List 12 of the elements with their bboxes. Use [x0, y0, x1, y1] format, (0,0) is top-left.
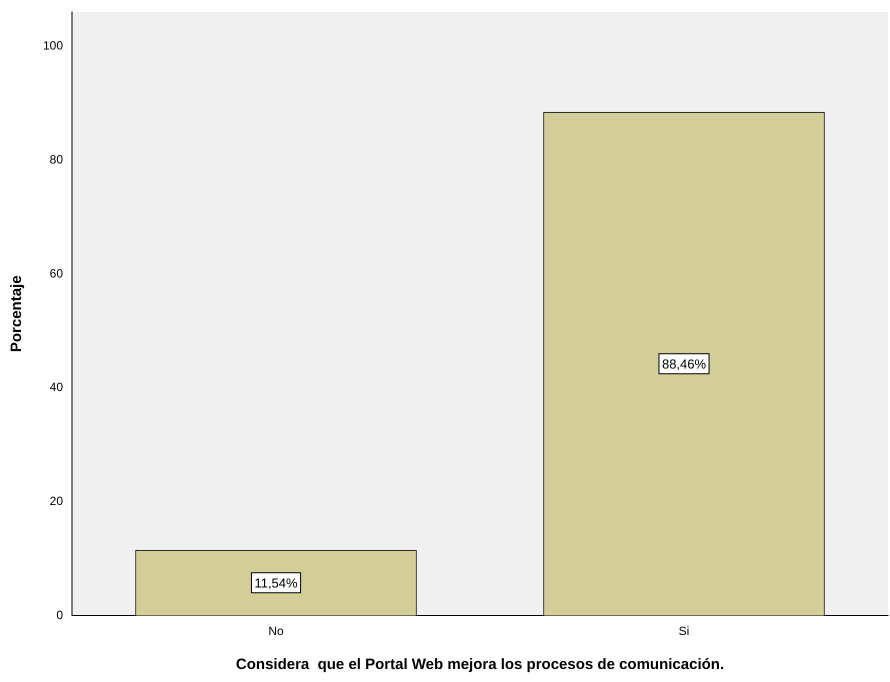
- y-tick-label: 100: [42, 38, 64, 52]
- y-tick-label: 60: [50, 266, 64, 280]
- y-axis-title: Porcentaje: [8, 275, 26, 352]
- x-tick-label: No: [268, 624, 284, 638]
- y-tick-label: 20: [50, 494, 64, 508]
- y-tick-label: 0: [56, 608, 64, 622]
- y-tick-label: 40: [50, 380, 64, 394]
- data-label: 11,54%: [254, 575, 298, 590]
- x-axis-title: Considera que el Portal Web mejora los procesos de comunicación.: [236, 656, 724, 674]
- x-tick-label: Si: [678, 624, 690, 638]
- y-tick-label: 80: [50, 152, 64, 166]
- data-label: 88,46%: [662, 356, 706, 372]
